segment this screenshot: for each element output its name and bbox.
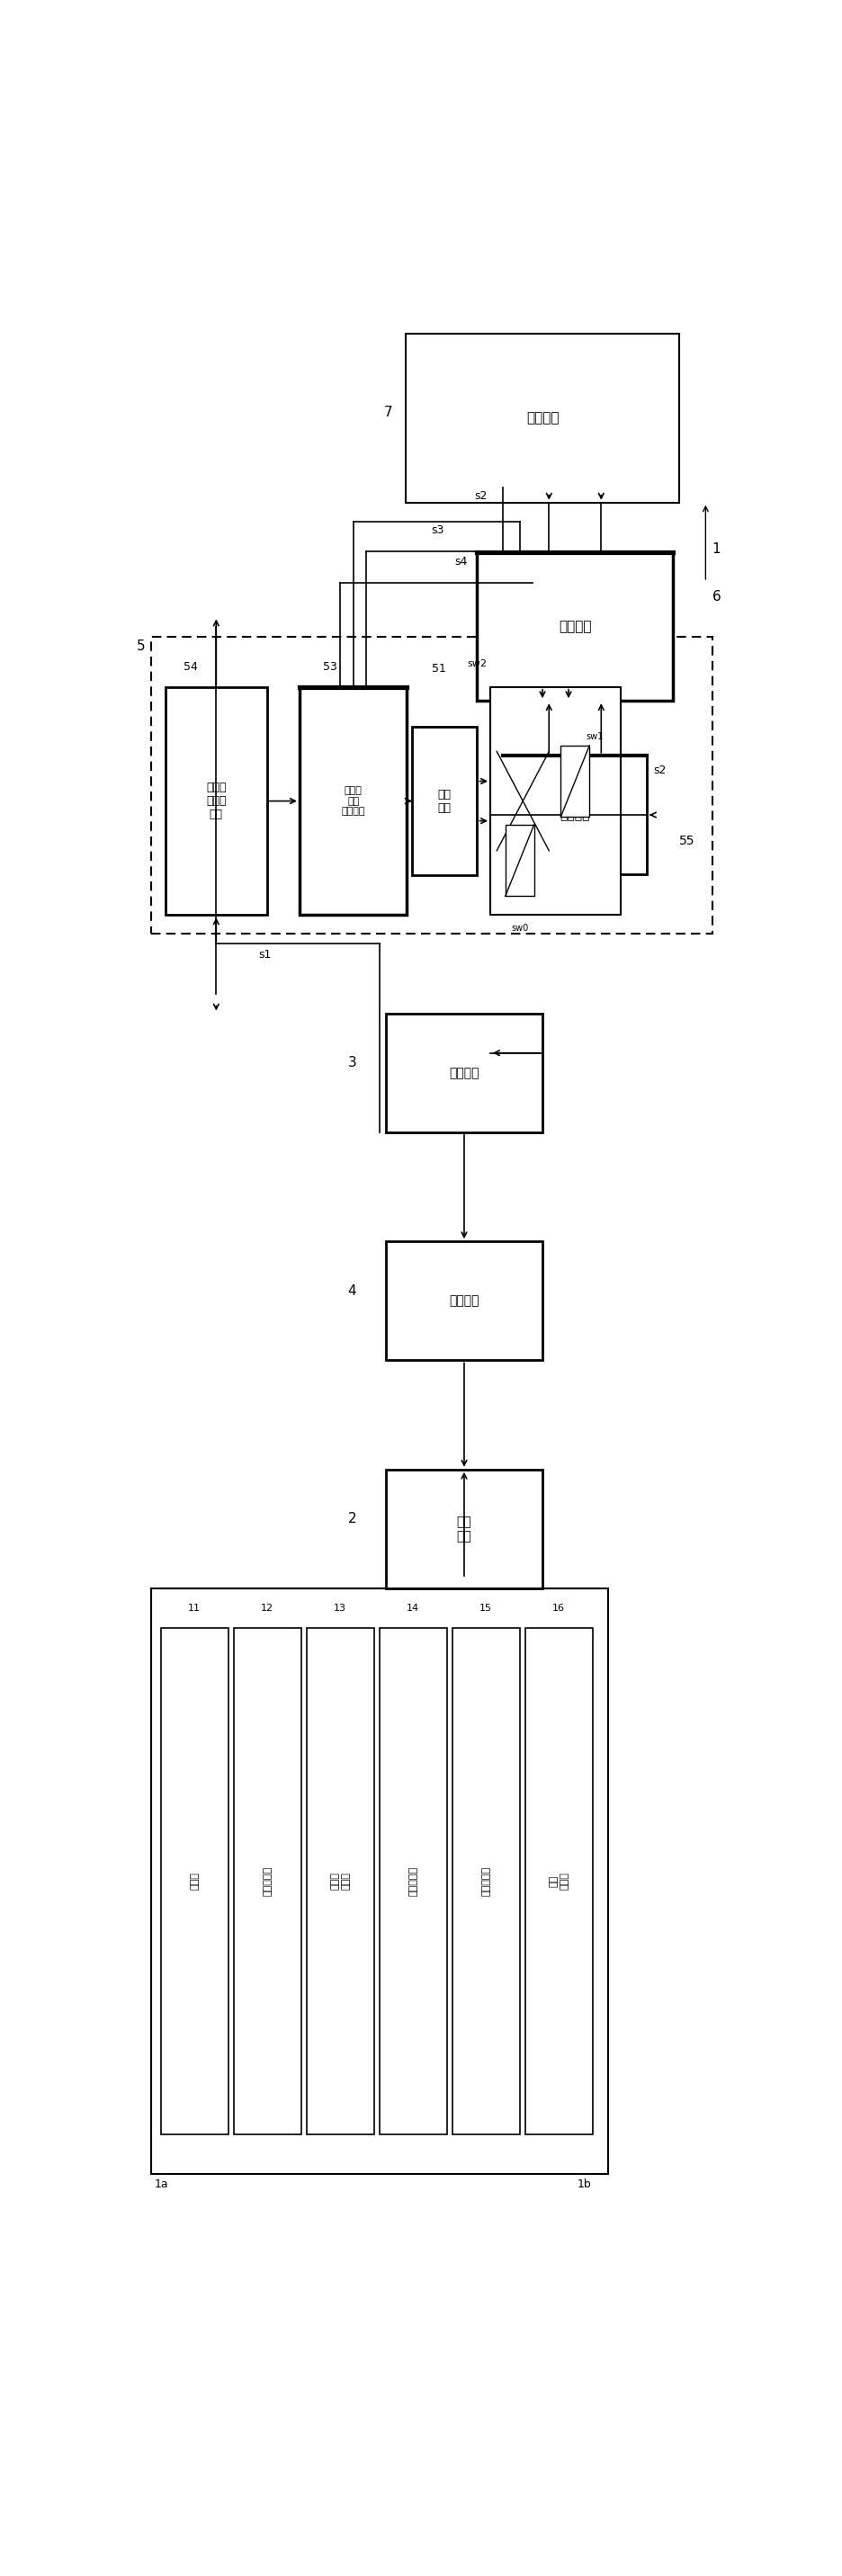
Bar [386,1012,542,1133]
Text: 2: 2 [348,1512,356,1525]
Text: sw0: sw0 [511,925,528,933]
Bar [386,1242,542,1360]
Text: 负载装置: 负载装置 [526,412,559,425]
Text: 51: 51 [432,662,445,675]
Bar [151,1589,608,2174]
Bar [406,335,679,502]
Text: 15: 15 [480,1602,493,1613]
Text: 14: 14 [407,1602,419,1613]
Text: s2: s2 [474,489,487,502]
Text: s4: s4 [455,556,467,567]
Text: 1a: 1a [154,2179,168,2190]
Text: 人力电力源: 人力电力源 [482,1865,491,1896]
Text: 53: 53 [322,662,337,672]
Bar [504,755,647,873]
Text: 12: 12 [261,1602,274,1613]
Text: sw1: sw1 [586,732,604,742]
Text: 7: 7 [384,404,392,420]
Text: 1b: 1b [578,2179,591,2190]
Text: 55: 55 [679,835,695,848]
Bar [477,551,673,701]
Bar [412,726,477,876]
Bar [386,1468,542,1589]
Bar [452,1628,520,2133]
Text: 反向
电路: 反向 电路 [456,1515,472,1543]
Text: 13: 13 [334,1602,347,1613]
Bar [306,1628,374,2133]
Text: s3: s3 [432,526,445,536]
Bar [525,1628,593,2133]
Text: 1: 1 [712,544,721,556]
Text: 充放电
控制
切换单元: 充放电 控制 切换单元 [341,786,365,817]
Bar [166,688,267,914]
Text: s2: s2 [653,765,666,775]
Text: 风力电力源: 风力电力源 [408,1865,418,1896]
Text: sw2: sw2 [467,659,488,667]
Text: 11: 11 [189,1602,201,1613]
Text: 再生电力源: 再生电力源 [263,1865,272,1896]
Text: sw0: sw0 [513,868,533,878]
Text: 6: 6 [712,590,721,603]
Bar [151,636,712,935]
Text: 超级电
容检测
装置: 超级电 容检测 装置 [206,781,226,819]
Text: 储能单元: 储能单元 [559,621,591,634]
Text: 16: 16 [552,1602,565,1613]
Text: 3: 3 [348,1056,356,1069]
Bar [505,824,534,896]
Bar [380,1628,447,2133]
Text: 电力源: 电力源 [190,1873,199,1891]
Bar [561,744,589,817]
Text: 主控
单元: 主控 单元 [438,788,451,814]
Text: 4: 4 [348,1285,356,1298]
Bar [490,688,621,914]
Text: 太阳能
电力源: 太阳能 电力源 [331,1873,350,1891]
Text: 燃烧
电力源: 燃烧 电力源 [549,1873,568,1891]
Bar [161,1628,228,2133]
Text: 54: 54 [184,662,198,672]
Bar [233,1628,301,2133]
Text: 5: 5 [136,639,146,652]
Bar [300,688,407,914]
Text: s1: s1 [258,948,271,961]
Text: 整流装置: 整流装置 [449,1296,479,1306]
Text: 充电电路: 充电电路 [560,809,590,822]
Text: 超级电容: 超级电容 [449,1066,479,1079]
